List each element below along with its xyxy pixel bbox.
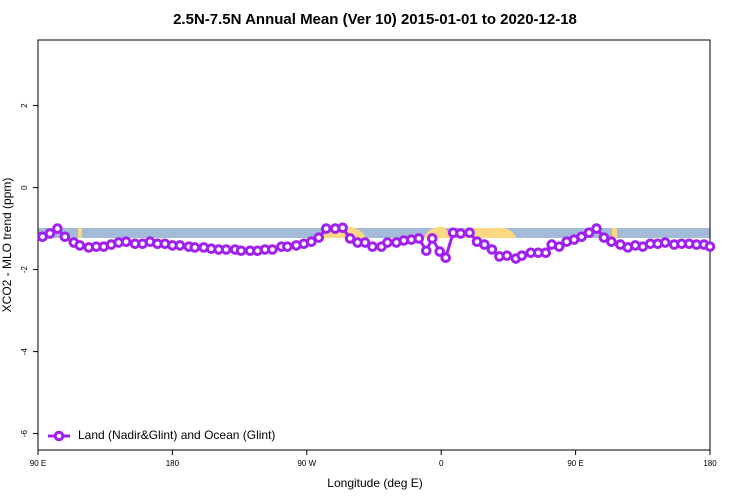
- point: [598, 232, 610, 243]
- point: [553, 241, 565, 252]
- chart-title: 2.5N-7.5N Annual Mean (Ver 10) 2015-01-0…: [173, 11, 577, 28]
- legend-label: Land (Nadir&Glint) and Ocean (Glint): [78, 428, 275, 442]
- point: [189, 242, 201, 253]
- x-tick-label: 180: [166, 459, 180, 468]
- y-tick-label: -4: [20, 347, 29, 355]
- y-tick-label: -6: [20, 429, 29, 437]
- point: [235, 245, 247, 257]
- point: [59, 231, 71, 243]
- point: [426, 233, 438, 244]
- x-tick-label: 90 E: [567, 459, 583, 468]
- point: [174, 240, 186, 251]
- point: [540, 247, 552, 259]
- point: [486, 244, 498, 255]
- point: [434, 246, 446, 257]
- point: [591, 223, 602, 234]
- point: [606, 236, 617, 248]
- point: [120, 236, 132, 248]
- x-tick-label: 90 W: [297, 459, 316, 468]
- y-tick-label: 2: [20, 103, 29, 108]
- point: [344, 233, 356, 244]
- point: [382, 237, 393, 248]
- point: [313, 232, 325, 243]
- land-patch: [78, 228, 82, 238]
- point: [583, 227, 595, 238]
- point: [420, 245, 432, 257]
- point: [516, 250, 528, 261]
- point: [501, 250, 513, 261]
- point: [413, 233, 425, 244]
- y-axis-label: XCO2 - MLO trend (ppm): [0, 178, 14, 313]
- ocean-strip: [38, 228, 710, 238]
- point: [220, 244, 232, 255]
- point: [44, 228, 56, 239]
- land-patch: [612, 228, 617, 238]
- legend-marker: [53, 430, 65, 442]
- point: [52, 223, 63, 234]
- point: [464, 227, 475, 238]
- y-tick-label: -2: [20, 265, 29, 273]
- point: [455, 228, 466, 239]
- point: [440, 252, 451, 264]
- point: [367, 241, 378, 252]
- x-tick-label: 90 E: [30, 459, 46, 468]
- point: [704, 241, 716, 252]
- point: [359, 237, 371, 248]
- point: [320, 223, 332, 234]
- point: [305, 236, 317, 248]
- point: [479, 239, 490, 250]
- y-tick-label: 0: [20, 185, 29, 190]
- point: [267, 244, 278, 255]
- x-axis-label: Longitude (deg E): [327, 476, 422, 490]
- point: [659, 237, 671, 248]
- x-tick-label: 0: [439, 459, 444, 468]
- point: [282, 241, 293, 252]
- point: [74, 240, 86, 251]
- x-tick-label: 180: [703, 459, 717, 468]
- point: [576, 231, 587, 243]
- point: [337, 222, 348, 234]
